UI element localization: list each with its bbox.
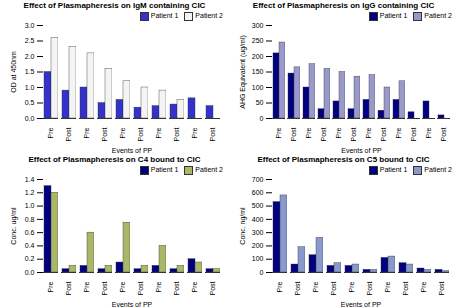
svg-text:AHG Equivalent (ug/ml): AHG Equivalent (ug/ml)	[239, 35, 247, 109]
svg-text:1.4: 1.4	[25, 176, 35, 183]
svg-text:700: 700	[252, 176, 264, 183]
svg-text:Conc. ug/ml: Conc. ug/ml	[10, 207, 18, 245]
svg-text:2.0: 2.0	[25, 53, 35, 60]
svg-text:200: 200	[252, 53, 264, 60]
svg-text:50: 50	[256, 99, 264, 106]
svg-text:0.0: 0.0	[25, 269, 35, 276]
svg-text:0.6: 0.6	[25, 229, 35, 236]
svg-text:Post: Post	[290, 127, 297, 141]
svg-text:300: 300	[252, 229, 264, 236]
svg-text:Post: Post	[65, 127, 72, 141]
svg-text:Post: Post	[402, 281, 409, 295]
svg-text:Post: Post	[137, 281, 144, 295]
svg-text:2.5: 2.5	[25, 37, 35, 44]
svg-text:1.0: 1.0	[25, 84, 35, 91]
svg-text:Pre: Pre	[395, 127, 402, 138]
svg-text:Post: Post	[101, 281, 108, 295]
html-text:Effect of Plasmapheresis on Ig: Effect of Plasmapheresis on IgM containi…	[23, 1, 206, 10]
svg-text:Pre: Pre	[312, 281, 319, 292]
svg-text:1.0: 1.0	[25, 202, 35, 209]
svg-text:Events of PP: Events of PP	[341, 147, 382, 154]
html-text:Effect of Plasmapheresis on Ig: Effect of Plasmapheresis on IgG containi…	[252, 1, 435, 10]
svg-text:Post: Post	[350, 127, 357, 141]
svg-text:150: 150	[252, 68, 264, 75]
svg-text:Pre: Pre	[365, 127, 372, 138]
svg-text:Post: Post	[366, 281, 373, 295]
svg-text:Post: Post	[380, 127, 387, 141]
svg-text:1.5: 1.5	[25, 68, 35, 75]
svg-text:Post: Post	[137, 127, 144, 141]
svg-text:Pre: Pre	[119, 127, 126, 138]
svg-text:Pre: Pre	[83, 127, 90, 138]
html-text:Patient 2: Patient 2	[195, 166, 223, 173]
svg-text:Post: Post	[173, 127, 180, 141]
svg-text:Post: Post	[294, 281, 301, 295]
svg-text:Pre: Pre	[191, 127, 198, 138]
svg-text:400: 400	[252, 216, 264, 223]
svg-text:Pre: Pre	[335, 127, 342, 138]
svg-text:Pre: Pre	[155, 281, 162, 292]
svg-text:Pre: Pre	[155, 127, 162, 138]
svg-text:Pre: Pre	[348, 281, 355, 292]
svg-text:Pre: Pre	[119, 281, 126, 292]
svg-text:Post: Post	[320, 127, 327, 141]
svg-text:OD at 450nm: OD at 450nm	[10, 51, 17, 93]
svg-text:3.0: 3.0	[25, 22, 35, 29]
svg-text:Post: Post	[330, 281, 337, 295]
svg-text:Events of PP: Events of PP	[112, 301, 153, 308]
svg-text:300: 300	[252, 22, 264, 29]
svg-text:Pre: Pre	[384, 281, 391, 292]
svg-text:Events of PP: Events of PP	[341, 301, 382, 308]
html-text:Patient 2: Patient 2	[424, 12, 452, 19]
svg-text:Pre: Pre	[275, 127, 282, 138]
svg-text:600: 600	[252, 189, 264, 196]
svg-text:250: 250	[252, 37, 264, 44]
svg-text:100: 100	[252, 84, 264, 91]
svg-text:Post: Post	[440, 127, 447, 141]
html-text:Effect of Plasmapheresis on C5: Effect of Plasmapheresis on C5 bound to …	[257, 155, 430, 164]
svg-text:Pre: Pre	[425, 127, 432, 138]
html-text:Patient 1: Patient 1	[150, 12, 179, 19]
svg-text:0.2: 0.2	[25, 255, 35, 262]
svg-text:Pre: Pre	[420, 281, 427, 292]
html-text:Patient 2: Patient 2	[195, 12, 223, 19]
svg-text:Post: Post	[209, 127, 216, 141]
svg-text:Post: Post	[209, 281, 216, 295]
svg-text:0.4: 0.4	[25, 242, 35, 249]
svg-text:Post: Post	[410, 127, 417, 141]
svg-text:Events of PP: Events of PP	[112, 147, 153, 154]
svg-text:Pre: Pre	[191, 281, 198, 292]
svg-text:Post: Post	[101, 127, 108, 141]
svg-text:0: 0	[260, 115, 264, 122]
html-text:Patient 2: Patient 2	[424, 166, 452, 173]
svg-text:Post: Post	[65, 281, 72, 295]
svg-text:100: 100	[252, 255, 264, 262]
svg-text:Pre: Pre	[47, 281, 54, 292]
html-text:Patient 1: Patient 1	[379, 166, 408, 173]
svg-text:0: 0	[260, 269, 264, 276]
svg-text:Pre: Pre	[276, 281, 283, 292]
html-text:Effect of Plasmapheresis on C4: Effect of Plasmapheresis on C4 bound to …	[28, 155, 201, 164]
svg-text:200: 200	[252, 242, 264, 249]
svg-text:Pre: Pre	[47, 127, 54, 138]
svg-text:Post: Post	[438, 281, 445, 295]
svg-text:500: 500	[252, 202, 264, 209]
html-text:Patient 1: Patient 1	[150, 166, 179, 173]
svg-text:Pre: Pre	[83, 281, 90, 292]
svg-text:Pre: Pre	[305, 127, 312, 138]
svg-text:1.2: 1.2	[25, 189, 35, 196]
svg-text:0.0: 0.0	[25, 115, 35, 122]
svg-text:0.8: 0.8	[25, 216, 35, 223]
svg-text:Conc. ng/ml: Conc. ng/ml	[239, 207, 247, 245]
svg-text:0.5: 0.5	[25, 99, 35, 106]
svg-text:Post: Post	[173, 281, 180, 295]
html-text:Patient 1: Patient 1	[379, 12, 408, 19]
